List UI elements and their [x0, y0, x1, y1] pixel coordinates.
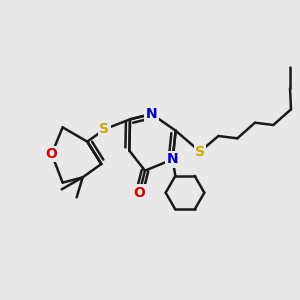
- Text: O: O: [134, 186, 145, 200]
- Text: S: S: [195, 145, 205, 159]
- Text: O: O: [46, 147, 58, 161]
- Text: S: S: [99, 122, 109, 136]
- Text: N: N: [146, 107, 158, 121]
- Text: N: N: [167, 152, 178, 166]
